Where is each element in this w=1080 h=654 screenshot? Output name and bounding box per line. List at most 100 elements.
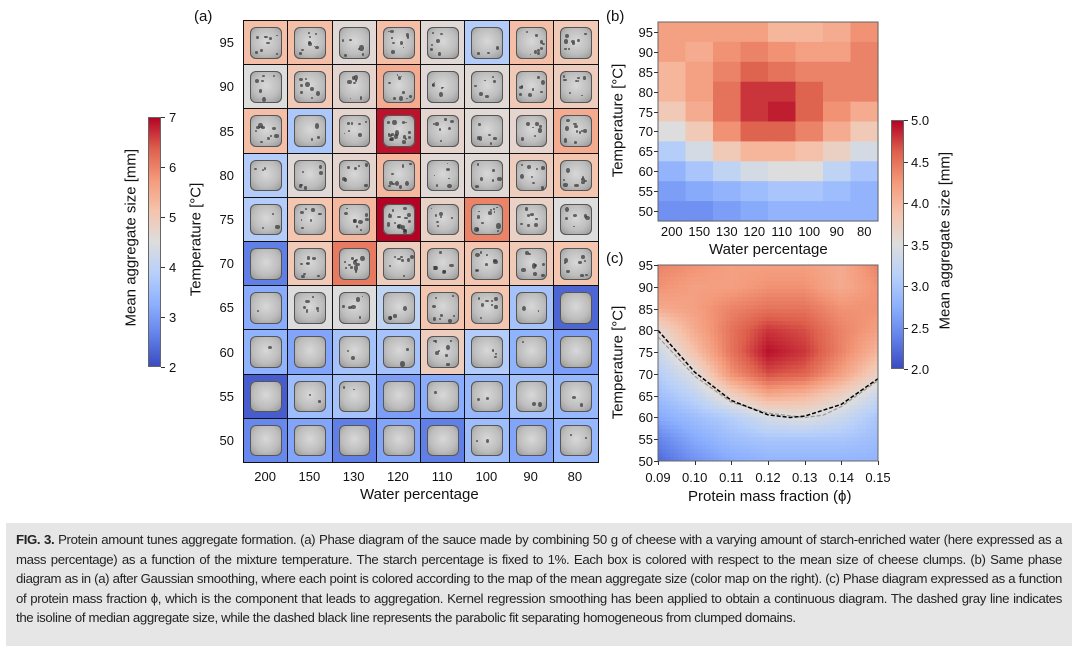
heatmap-cell [734,269,739,274]
heatmap-cell [778,269,783,274]
heatmap-cell [842,405,847,410]
heatmap-cell [742,349,747,354]
heatmap-cell [790,397,795,402]
sample-cell [552,152,599,199]
heatmap-cell [722,429,727,434]
heatmap-cell [702,321,707,326]
heatmap-cell [862,341,867,346]
heatmap-cell [774,445,779,450]
heatmap-cell [866,429,871,434]
heatmap-cell [854,329,859,334]
heatmap-cell [754,425,759,430]
heatmap-cell [758,377,763,382]
aggregate-spot [486,254,488,257]
heatmap-cell [734,409,739,414]
aggregate-spot [583,259,586,262]
heatmap-cell [730,333,735,338]
heatmap-cell [670,269,675,274]
heatmap-cell [834,373,839,378]
heatmap-cell [722,341,727,346]
heatmap-cell [806,409,811,414]
heatmap-cell [870,273,875,278]
heatmap-cell [790,297,795,302]
heatmap-cell [738,341,743,346]
heatmap-cell [706,285,711,290]
heatmap-cell [850,161,879,182]
heatmap-cell [685,161,714,182]
heatmap-cell [782,417,787,422]
heatmap-cell [842,365,847,370]
heatmap-cell [854,301,859,306]
aggregate-spot [485,438,490,444]
heatmap-cell [698,265,703,270]
heatmap-cell [790,349,795,354]
heatmap-cell [834,277,839,282]
aggregate-spot [533,135,536,138]
heatmap-cell [746,297,751,302]
parabolic-fit-line [657,329,879,419]
aggregate-spot [479,316,482,320]
heatmap-cell [782,453,787,458]
heatmap-cell [702,405,707,410]
heatmap-cell [778,337,783,342]
heatmap-cell [854,457,859,462]
sample-cell [464,373,510,420]
sample-cell [287,20,333,66]
heatmap-cell [874,397,879,402]
sample-cell [420,373,466,420]
heatmap-cell [678,293,683,298]
colorbar-tick [161,117,165,118]
sample-photo [250,336,282,369]
aggregate-spot [486,397,489,401]
x-tick-label: 0.14 [828,470,854,485]
heatmap-cell [738,329,743,334]
heatmap-cell [794,313,799,318]
heatmap-cell [798,445,803,450]
heatmap-cell [838,369,843,374]
heatmap-cell [874,357,879,362]
sample-cell [331,64,378,110]
heatmap-cell [846,321,851,326]
heatmap-cell [834,389,839,394]
aggregate-spot [519,86,523,90]
heatmap-cell [795,61,824,83]
heatmap-cell [794,385,799,390]
heatmap-cell [870,365,875,370]
heatmap-cell [754,265,759,270]
panel-c-heatmap [657,264,879,462]
heatmap-cell [718,445,723,450]
heatmap-cell [678,277,683,282]
aggregate-spot [572,214,578,218]
aggregate-spot [497,176,502,181]
heatmap-cell [738,357,743,362]
heatmap-cell [702,297,707,302]
heatmap-cell [826,401,831,406]
heatmap-cell [750,409,755,414]
x-tick-label: 0.11 [719,470,744,485]
heatmap-cell [706,337,711,342]
heatmap-cell [858,393,863,398]
sample-photo [559,336,592,369]
heatmap-cell [682,349,687,354]
heatmap-cell [658,381,663,386]
heatmap-cell [662,405,667,410]
heatmap-cell [866,401,871,406]
heatmap-cell [762,369,767,374]
heatmap-cell [738,433,743,438]
heatmap-cell [734,301,739,306]
heatmap-cell [674,285,679,290]
heatmap-cell [798,309,803,314]
heatmap-cell [794,309,799,314]
heatmap-cell [658,405,663,410]
heatmap-cell [810,353,815,358]
heatmap-cell [762,317,767,322]
heatmap-cell [770,345,775,350]
aggregate-spot [432,304,437,309]
heatmap-cell [842,369,847,374]
aggregate-spot [437,349,441,353]
x-tick [804,461,806,465]
aggregate-spot [358,165,360,167]
heatmap-cell [730,269,735,274]
heatmap-cell [746,345,751,350]
heatmap-cell [870,417,875,422]
